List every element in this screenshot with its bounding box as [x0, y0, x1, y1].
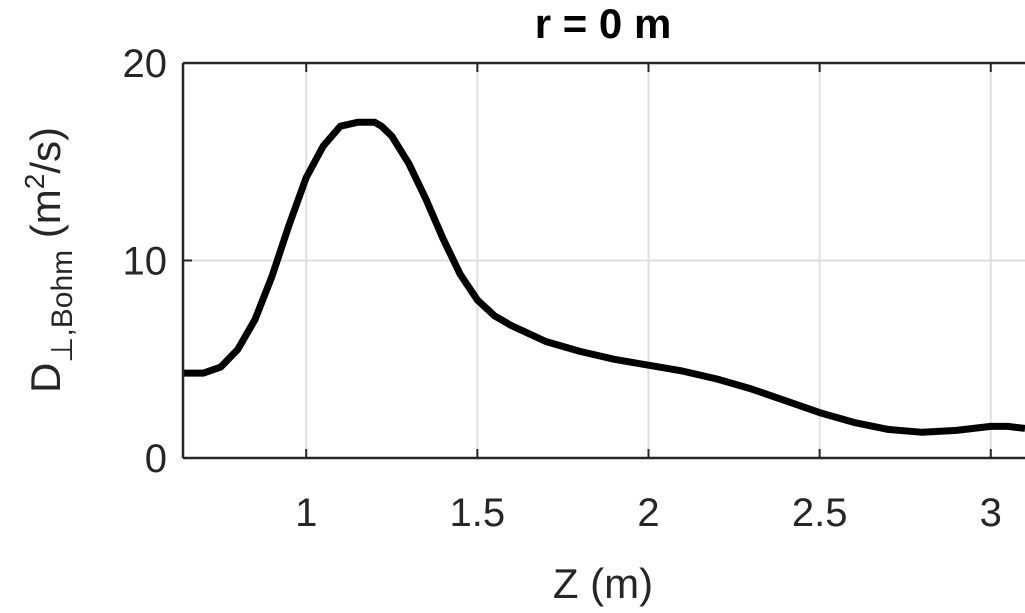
x-tick-label: 2.5: [792, 491, 848, 535]
y-tick-label: 10: [123, 240, 168, 284]
y-axis-label-subscript: ⊥,Bohm: [46, 250, 79, 363]
y-axis-label: D⊥,Bohm (m2/s): [19, 127, 79, 393]
y-tick-labels: 0 10 20: [123, 42, 168, 481]
y-axis-label-main: D: [22, 363, 69, 393]
x-tick-labels: 1 1.5 2 2.5 3: [295, 491, 1002, 535]
grid-lines: [183, 62, 1025, 459]
x-tick-label: 3: [980, 491, 1002, 535]
x-axis-label: Z (m): [553, 560, 653, 607]
y-axis-label-unit-sup: 2: [19, 174, 50, 190]
chart-title: r = 0 m: [535, 0, 672, 47]
axes: [181, 61, 1025, 460]
y-tick-label: 20: [123, 42, 168, 86]
x-tick-label: 1: [295, 491, 317, 535]
y-axis-label-unit-close: /s): [22, 127, 69, 174]
series-layer: [183, 118, 1025, 436]
y-tick-label: 0: [145, 437, 167, 481]
x-tick-label: 1.5: [450, 491, 506, 535]
series-line: [183, 118, 1025, 436]
y-axis-label-unit-open: (m: [22, 189, 69, 250]
x-tick-label: 2: [637, 491, 659, 535]
